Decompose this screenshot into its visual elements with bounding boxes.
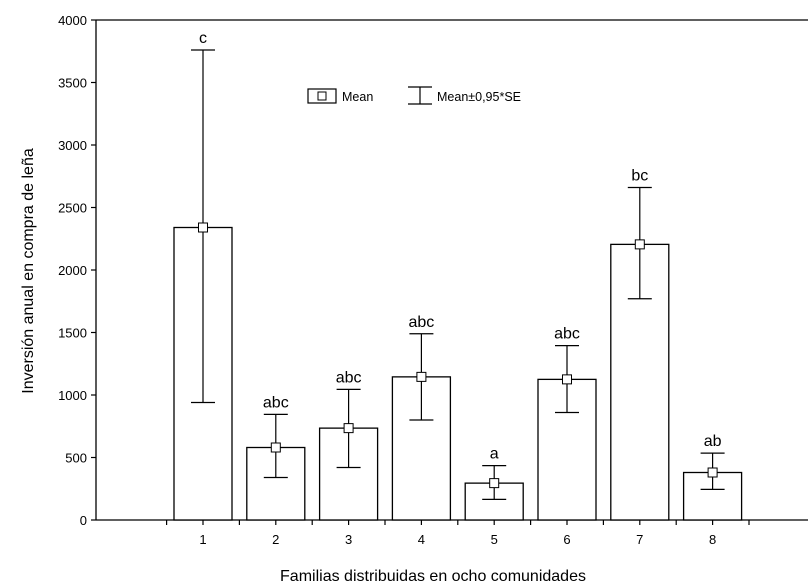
legend: Mean Mean±0,95*SE [307,86,521,105]
x-tick-label: 1 [199,532,206,547]
x-tick-label: 3 [345,532,352,547]
x-tick-label: 8 [709,532,716,547]
x-axis-ticks: 1 2 3 4 5 6 7 8 [166,520,750,547]
x-tick-label: 5 [491,532,498,547]
y-axis-ticks: 0 500 1000 1500 2000 2500 3000 3500 4000 [58,13,96,528]
y-tick-label: 1500 [58,326,87,341]
x-tick-label: 4 [418,532,425,547]
y-tick-label: 500 [65,451,87,466]
y-tick-label: 2500 [58,201,87,216]
significance-label: bc [631,168,648,185]
x-tick-label: 2 [272,532,279,547]
mean-markers [198,222,718,489]
mean-marker [707,467,718,478]
y-tick-label: 4000 [58,13,87,28]
legend-error-label: Mean±0,95*SE [437,90,521,104]
y-axis-title: Inversión anual en compra de leña [20,148,37,394]
x-axis-title: Familias distribuidas en ocho comunidade… [280,568,586,585]
y-tick-label: 2000 [58,263,87,278]
mean-marker [634,239,645,250]
x-tick-label: 6 [563,532,570,547]
x-tick-label: 7 [636,532,643,547]
y-tick-label: 3500 [58,76,87,91]
mean-marker [416,371,427,382]
mean-marker [270,442,281,453]
significance-label: abc [263,394,289,411]
mean-marker [562,374,572,385]
significance-label: abc [409,314,435,331]
mean-marker [198,222,208,233]
significance-labels: c abc abc abc a abc bc ab [199,30,722,463]
significance-label: c [199,30,207,47]
y-tick-label: 3000 [58,138,87,153]
legend-mean-label: Mean [342,90,373,104]
significance-label: a [490,446,499,463]
legend-mean-marker [317,91,327,101]
mean-marker [343,423,354,434]
y-tick-label: 0 [80,513,87,528]
significance-label: ab [704,433,722,450]
significance-label: abc [336,369,362,386]
y-tick-label: 1000 [58,388,87,403]
mean-marker [489,478,500,489]
bars [173,226,743,521]
significance-label: abc [554,326,580,343]
